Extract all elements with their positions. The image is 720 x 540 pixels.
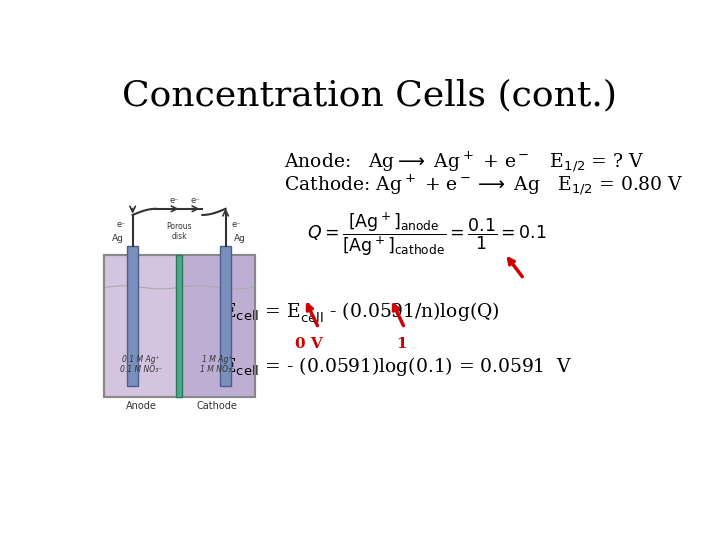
- Text: Cathode: Ag$^+$ + e$^-$$\longrightarrow$ Ag   E$_{1/2}$ = 0.80 V: Cathode: Ag$^+$ + e$^-$$\longrightarrow$…: [284, 172, 683, 197]
- Bar: [104, 255, 255, 397]
- Text: 0 V: 0 V: [295, 338, 323, 352]
- Bar: [104, 255, 255, 397]
- Bar: [176, 255, 182, 397]
- Text: Ag: Ag: [112, 234, 124, 244]
- Text: Ag: Ag: [234, 234, 246, 244]
- Text: 1 M Ag⁺
1 M NO₃⁻: 1 M Ag⁺ 1 M NO₃⁻: [199, 355, 235, 374]
- Text: e⁻: e⁻: [232, 220, 241, 230]
- Text: E$_\mathrm{cell}$ = E$^\circ_\mathrm{cell}$ - (0.0591/n)log(Q): E$_\mathrm{cell}$ = E$^\circ_\mathrm{cel…: [222, 300, 500, 325]
- Text: e⁻: e⁻: [117, 220, 127, 230]
- Text: e⁻: e⁻: [170, 197, 179, 205]
- Text: Anode: Anode: [126, 401, 156, 411]
- Text: 1: 1: [396, 338, 407, 352]
- Text: 0.1 M Ag⁺
0.1 M NO₃⁻: 0.1 M Ag⁺ 0.1 M NO₃⁻: [120, 355, 162, 374]
- Bar: [127, 246, 138, 386]
- Text: e⁻: e⁻: [191, 197, 200, 205]
- Bar: [220, 246, 231, 386]
- Bar: [179, 255, 254, 397]
- Text: Cathode: Cathode: [197, 401, 238, 411]
- Text: Concentration Cells (cont.): Concentration Cells (cont.): [122, 79, 616, 113]
- Text: Porous
disk: Porous disk: [166, 222, 192, 241]
- Text: Anode:   Ag$\longrightarrow$ Ag$^+$ + e$^-$   E$_{1/2}$ = ? V: Anode: Ag$\longrightarrow$ Ag$^+$ + e$^-…: [284, 148, 644, 173]
- Text: E$_\mathrm{cell}$ = - (0.0591)log(0.1) = 0.0591  V: E$_\mathrm{cell}$ = - (0.0591)log(0.1) =…: [222, 355, 572, 378]
- Text: $Q = \dfrac{[\mathrm{Ag}^+]_\mathrm{anode}}{[\mathrm{Ag}^+]_\mathrm{cathode}} = : $Q = \dfrac{[\mathrm{Ag}^+]_\mathrm{anod…: [307, 211, 547, 258]
